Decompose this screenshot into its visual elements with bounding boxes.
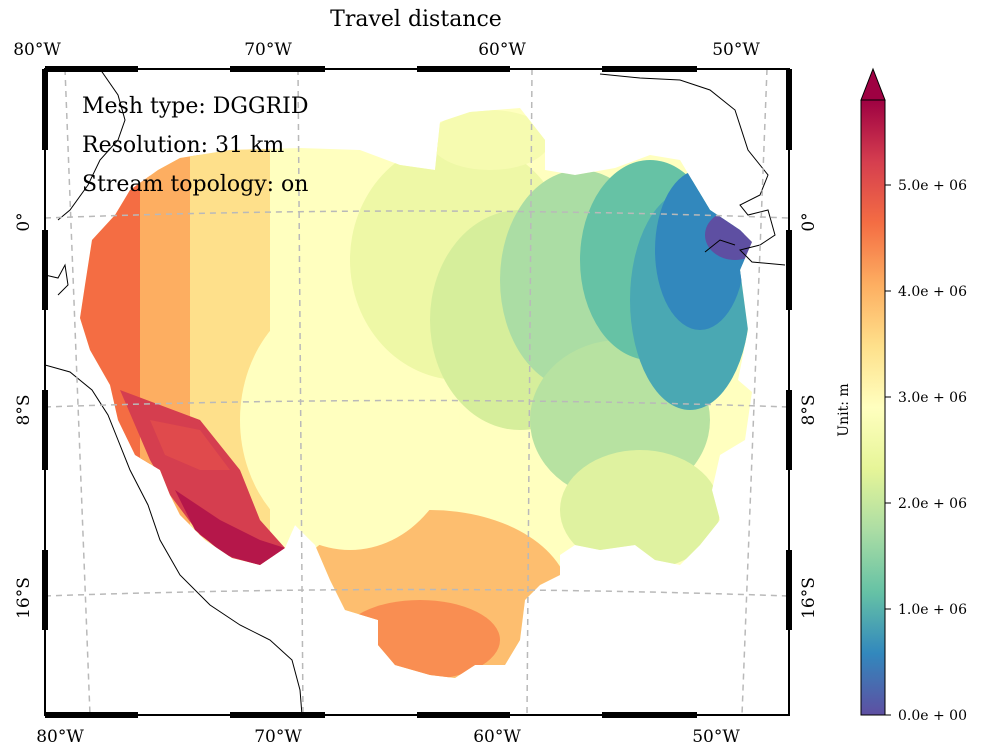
colorbar-tick: 4.0e + 06 [898,284,967,300]
colorbar-gradient [860,99,886,716]
colorbar-tick: 3.0e + 06 [898,390,967,406]
lon-label-bottom: 50°W [692,727,740,747]
annotation-mesh-type: Mesh type: DGGRID [82,94,308,119]
lat-label-left: 0° [14,212,34,231]
lon-label-top: 80°W [13,40,61,60]
colorbar: 0.0e + 00 1.0e + 06 2.0e + 06 3.0e + 06 … [836,67,967,724]
map-title: Travel distance [330,7,502,32]
lon-label-top: 70°W [244,40,292,60]
coastlines [45,69,786,715]
map-axes: Mesh type: DGGRID Resolution: 31 km Stre… [42,66,792,718]
lat-label-right: 0° [799,212,819,231]
annotation-resolution: Resolution: 31 km [82,133,284,158]
lon-label-bottom: 70°W [254,727,302,747]
graticule [45,69,789,715]
lat-label-left: 8°S [14,395,34,426]
colorbar-tick: 1.0e + 06 [898,602,967,618]
map-frame-ticks [42,66,792,718]
lon-label-bottom: 80°W [36,727,84,747]
lon-label-bottom: 60°W [473,727,521,747]
lon-label-top: 50°W [712,40,760,60]
lat-label-left: 16°S [14,577,34,619]
lon-label-top: 60°W [478,40,526,60]
annotation-stream-topology: Stream topology: on [82,172,308,197]
colorbar-tick: 5.0e + 06 [898,178,967,194]
lat-label-right: 16°S [799,577,819,619]
colorbar-tick: 0.0e + 00 [898,708,967,724]
colorbar-tick: 2.0e + 06 [898,496,967,512]
colorbar-extend-arrow [860,67,886,101]
lat-label-right: 8°S [799,395,819,426]
colorbar-label: Unit: m [836,383,852,436]
